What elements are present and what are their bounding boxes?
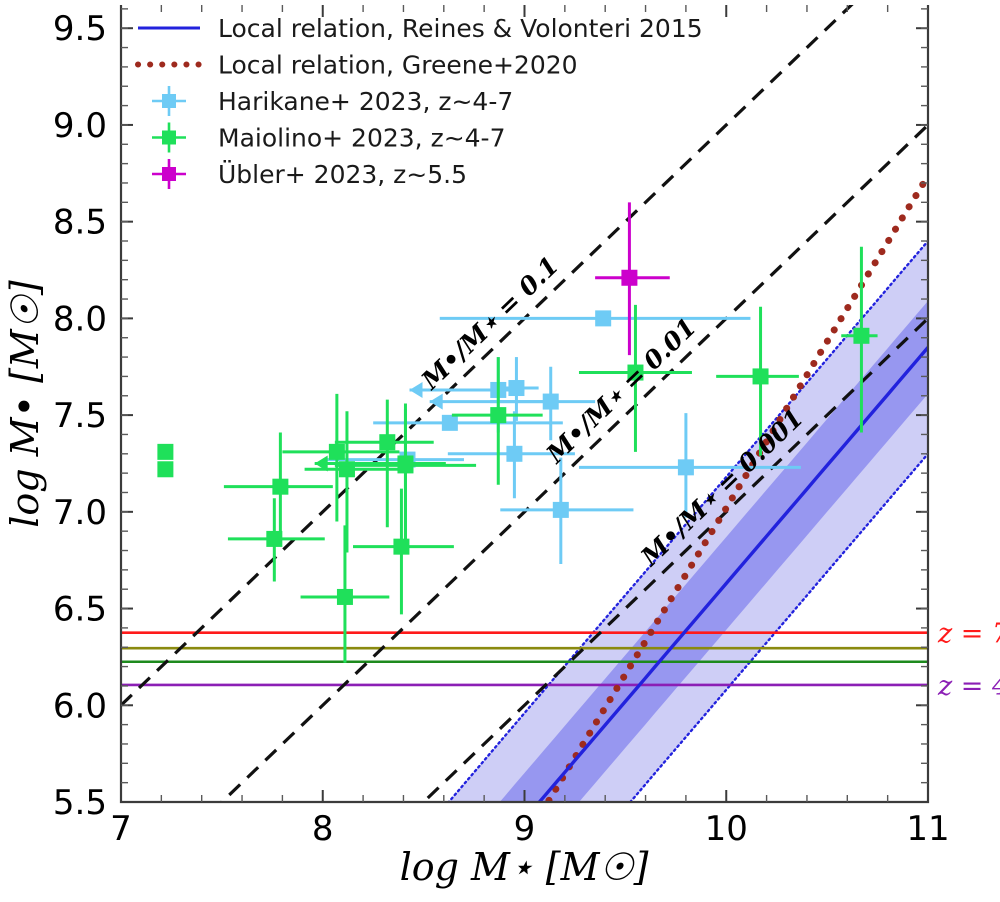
data-marker — [508, 380, 525, 397]
data-marker — [752, 368, 769, 385]
y-tick-label: 7.0 — [53, 493, 107, 533]
data-point — [300, 525, 390, 663]
series-1 — [157, 246, 878, 663]
data-marker — [157, 443, 174, 460]
data-point — [157, 461, 174, 478]
legend-label-2: Harikane+ 2023, z~4-7 — [218, 87, 513, 116]
upper-limit-arrow-head — [429, 393, 443, 410]
redshift-label-0: z = 7 — [937, 619, 1000, 650]
data-point — [353, 488, 454, 615]
data-point — [439, 310, 751, 327]
y-tick-label: 8.5 — [53, 203, 107, 243]
data-marker — [542, 393, 559, 410]
data-points-layer — [157, 202, 878, 663]
data-marker — [393, 538, 410, 555]
data-marker — [506, 445, 523, 462]
legend-item-3: Maiolino+ 2023, z~4-7 — [152, 122, 505, 153]
data-point — [451, 357, 543, 485]
redshift-label-3: z = 4 — [937, 671, 1000, 702]
relation-band-lower-edge — [628, 452, 928, 802]
x-axis-title: log M⋆ [M☉] — [400, 845, 649, 889]
legend-item-4: Übler+ 2023, z~5.5 — [152, 159, 467, 189]
data-marker — [595, 310, 612, 327]
legend: Local relation, Reines & Volonteri 2015 L… — [135, 14, 703, 189]
legend-swatch-marker — [162, 130, 176, 145]
x-tick-label: 11 — [906, 809, 949, 849]
relation-inner-band — [499, 301, 928, 802]
axes-frame: 7 8 9 10 11 5.5 6.0 6.5 7.0 7.5 8.0 8.5 9.0 9.5 — [53, 5, 950, 849]
data-point — [227, 498, 325, 582]
mass-ratio-line-2 — [421, 317, 928, 802]
data-point — [223, 432, 333, 545]
y-axis-title: log M• [M☉] — [3, 280, 47, 528]
y-tick-label: 8.0 — [53, 299, 107, 339]
data-marker — [328, 443, 345, 460]
y-tick-label: 7.5 — [53, 396, 107, 436]
series-2 — [595, 202, 670, 356]
data-point — [282, 393, 400, 522]
x-tick-label: 9 — [514, 809, 536, 849]
data-marker — [677, 459, 694, 476]
data-marker — [336, 588, 353, 605]
legend-swatch-marker — [162, 167, 176, 181]
y-tick-label: 5.5 — [53, 783, 107, 823]
x-tick-label: 7 — [110, 809, 132, 849]
legend-label-1: Local relation, Greene+2020 — [218, 51, 578, 80]
local-relation-curves-layer — [537, 172, 928, 802]
data-point — [157, 443, 174, 460]
legend-label-4: Übler+ 2023, z~5.5 — [218, 160, 467, 189]
data-marker — [552, 501, 569, 518]
data-marker — [627, 364, 644, 381]
data-point — [447, 411, 575, 499]
legend-item-1: Local relation, Greene+2020 — [135, 51, 578, 80]
legend-label-0: Local relation, Reines & Volonteri 2015 — [218, 14, 703, 43]
data-point — [494, 357, 539, 421]
data-marker — [853, 327, 870, 344]
redshift-lines-layer — [121, 631, 928, 687]
greene-2020-relation-line — [543, 172, 928, 802]
data-point — [595, 202, 670, 356]
data-marker — [272, 478, 289, 495]
data-marker — [397, 457, 414, 474]
data-point — [716, 306, 799, 456]
data-point — [500, 457, 634, 565]
y-tick-label: 6.5 — [53, 590, 107, 630]
data-point — [578, 304, 692, 452]
upper-limit-arrow-head — [409, 381, 423, 398]
data-marker — [441, 414, 458, 431]
x-tick-label: 8 — [312, 809, 334, 849]
y-tick-label: 9.0 — [53, 106, 107, 146]
data-point — [429, 366, 596, 441]
legend-item-2: Harikane+ 2023, z~4-7 — [152, 86, 513, 116]
mass-ratio-line-1 — [219, 123, 928, 802]
data-point — [334, 409, 477, 539]
data-marker — [379, 434, 396, 451]
data-point — [578, 413, 801, 518]
upper-limit-arrow-head — [314, 455, 328, 472]
data-marker — [266, 530, 283, 547]
reines-volonteri-2015-relation-line — [537, 346, 928, 802]
y-tick-label: 6.0 — [53, 686, 107, 726]
data-point — [841, 246, 878, 433]
data-marker — [621, 269, 638, 286]
x-tick-label: 10 — [705, 809, 748, 849]
data-marker — [157, 461, 174, 478]
redshift-label-layer: z = 7 z = 4 — [937, 619, 1000, 702]
legend-swatch-marker — [162, 94, 176, 108]
y-tick-label: 9.5 — [53, 9, 107, 49]
legend-label-3: Maiolino+ 2023, z~4-7 — [218, 124, 505, 153]
data-marker — [490, 407, 507, 424]
legend-item-0: Local relation, Reines & Volonteri 2015 — [138, 14, 703, 43]
